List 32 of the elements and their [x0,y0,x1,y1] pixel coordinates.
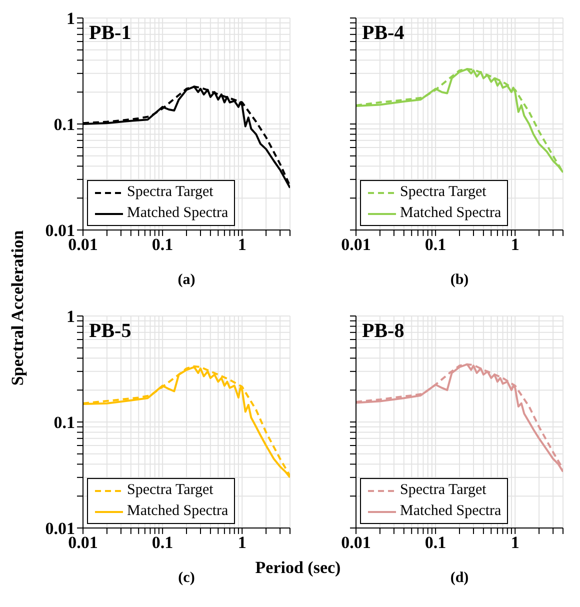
legend-label: Spectra Target [127,183,214,202]
x-tick-label: 1 [238,235,246,254]
y-axis-title: Spectral Acceleration [8,229,28,388]
x-tick-label: 0.01 [341,533,371,552]
x-tick-label: 0.01 [341,235,371,254]
legend-label: Matched Spectra [400,502,502,521]
chart-title: PB-8 [362,320,404,343]
text: (c) [178,570,195,586]
x-axis-title: Period (sec) [255,558,341,577]
chart-title: PB-1 [89,22,132,45]
x-tick-label: 1 [510,533,520,552]
legend-label: Matched Spectra [127,204,228,223]
x-tick-label: 0.1 [152,533,174,552]
chart-title: PB-5 [89,320,132,343]
legend-label: Spectra Target [400,183,486,202]
x-tick-label: 1 [510,235,520,254]
text: (b) [449,272,470,289]
y-tick-label: 1 [66,9,75,28]
legend-label: Spectra Target [400,481,486,500]
y-tick-label: 1 [66,307,75,326]
chart-title: PB-4 [362,22,404,45]
x-tick-label: 0.1 [152,235,174,254]
legend-label: Spectra Target [127,481,214,500]
x-tick-label: 1 [238,533,246,552]
y-tick-label: 0.1 [54,115,75,134]
text: (d) [449,570,470,587]
text: (a) [176,272,196,289]
legend-label: Matched Spectra [127,502,228,521]
x-tick-label: 0.1 [424,235,446,254]
y-tick-label: 0.1 [54,413,75,432]
x-tick-label: 0.1 [424,533,446,552]
legend-label: Matched Spectra [400,204,502,223]
